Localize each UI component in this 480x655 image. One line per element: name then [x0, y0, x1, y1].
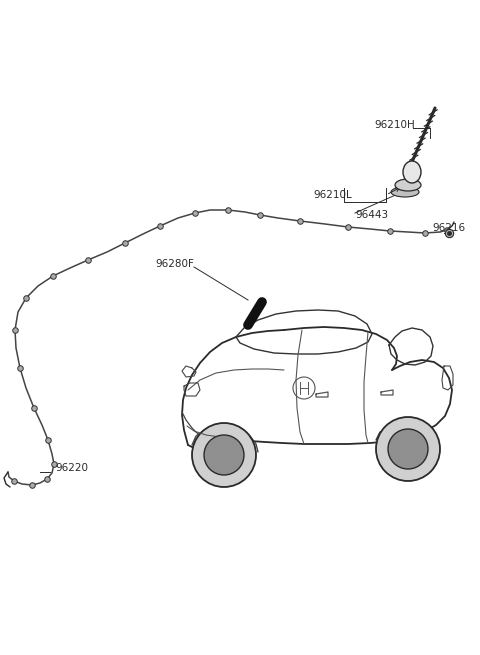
Circle shape: [192, 423, 256, 487]
Circle shape: [204, 435, 244, 475]
Text: 96216: 96216: [432, 223, 465, 233]
Text: 96443: 96443: [355, 210, 388, 220]
Circle shape: [376, 417, 440, 481]
Text: 96280F: 96280F: [155, 259, 194, 269]
Ellipse shape: [403, 161, 421, 183]
Ellipse shape: [395, 179, 421, 191]
Text: 96210L: 96210L: [313, 190, 352, 200]
Ellipse shape: [391, 187, 419, 197]
Circle shape: [388, 429, 428, 469]
Text: 96220: 96220: [55, 463, 88, 473]
Text: 96210H: 96210H: [374, 120, 415, 130]
